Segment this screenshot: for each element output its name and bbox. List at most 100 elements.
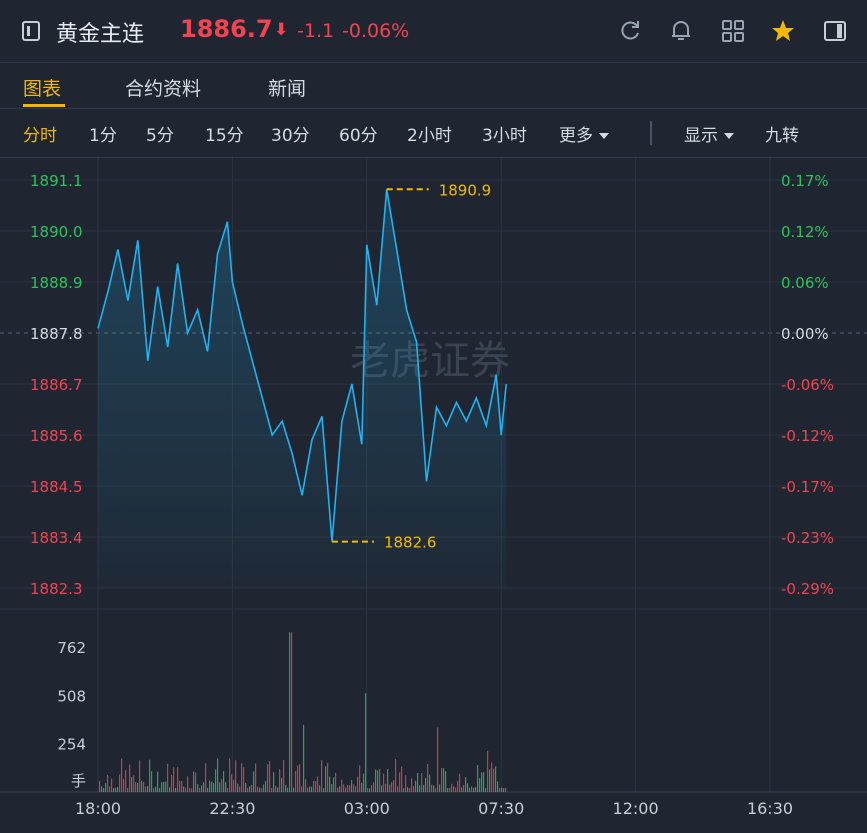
volume-bar [357, 776, 359, 792]
star-icon[interactable] [770, 18, 796, 44]
volume-bar [135, 782, 137, 792]
volume-bar [361, 782, 363, 792]
volume-bar [113, 788, 115, 792]
tab-news[interactable]: 新闻 [268, 78, 307, 100]
price-axis-label: 1890.0 [30, 223, 83, 241]
volume-bar [473, 787, 475, 792]
time-axis-label: 22:30 [209, 799, 255, 818]
volume-bar [223, 771, 225, 792]
volume-bar [333, 777, 335, 792]
volume-bar [375, 769, 377, 792]
price-axis-label: 1891.1 [30, 172, 83, 190]
volume-bar [303, 724, 305, 792]
volume-bar [117, 787, 119, 792]
volume-bar [225, 782, 227, 792]
percent-axis-label: 0.17% [781, 172, 829, 190]
volume-bar [231, 774, 233, 792]
chevron-down-icon [599, 133, 609, 139]
volume-bar [327, 762, 329, 792]
volume-bar [205, 763, 207, 792]
intraday-chart[interactable]: 老虎证券 1891.1 0.17%1890.0 0.12%1888.9 0.06%18… [0, 156, 867, 833]
volume-bar [475, 787, 477, 792]
volume-bar [471, 786, 473, 792]
volume-bar [401, 766, 403, 792]
down-arrow-icon: ⬇ [274, 20, 289, 40]
price-axis-label: 1888.9 [30, 274, 83, 292]
volume-bar [129, 764, 131, 792]
period-more-label: 更多 [559, 126, 593, 146]
period-intraday[interactable]: 分时 [23, 126, 57, 146]
volume-axis-label: 762 [57, 639, 86, 657]
volume-bar [151, 771, 153, 792]
percent-axis-label: -0.06% [781, 376, 834, 394]
volume-bar [503, 788, 505, 792]
volume-bar [163, 781, 165, 792]
volume-bar [483, 772, 485, 792]
volume-bar [269, 760, 271, 792]
time-axis-label: 12:00 [613, 799, 659, 818]
volume-bar [311, 786, 313, 792]
period-5min[interactable]: 5分 [146, 126, 174, 146]
volume-bar [323, 788, 325, 792]
volume-bar [211, 781, 213, 792]
period-1min[interactable]: 1分 [89, 126, 117, 146]
volume-bar [291, 632, 293, 792]
volume-bar [369, 788, 371, 792]
chevron-down-icon [724, 133, 734, 139]
period-30min[interactable]: 30分 [271, 126, 310, 146]
price-axis-label: 1886.7 [30, 376, 83, 394]
volume-bar [103, 788, 105, 792]
price-area [98, 189, 507, 589]
volume-bar [137, 783, 139, 792]
volume-bar [437, 727, 439, 792]
volume-bar [381, 785, 383, 792]
grid-icon[interactable] [720, 18, 746, 44]
sidebar-icon[interactable] [822, 18, 848, 44]
volume-bar [273, 772, 275, 792]
volume-bar [337, 787, 339, 792]
bell-icon[interactable] [668, 18, 694, 44]
volume-bar [285, 784, 287, 792]
tab-chart[interactable]: 图表 [23, 78, 62, 100]
refresh-icon[interactable] [617, 18, 643, 44]
volume-bar [413, 786, 415, 792]
price-axis-label: 1883.4 [30, 529, 83, 547]
volume-bar [141, 780, 143, 792]
volume-bar [461, 787, 463, 792]
volume-bar [385, 783, 387, 792]
back-icon[interactable] [22, 21, 40, 41]
period-more-dropdown[interactable]: 更多 [559, 121, 609, 146]
volume-bar [443, 768, 445, 792]
volume-bar [477, 765, 479, 792]
period-2h[interactable]: 2小时 [407, 126, 452, 146]
volume-bar [109, 786, 111, 792]
volume-bar [347, 784, 349, 792]
period-15min[interactable]: 15分 [205, 126, 244, 146]
volume-bar [159, 788, 161, 792]
display-dropdown[interactable]: 显示 [684, 121, 734, 146]
volume-bar [301, 786, 303, 792]
tab-contract-info[interactable]: 合约资料 [125, 78, 202, 100]
nine-turn-toggle[interactable]: 九转 [765, 126, 799, 146]
volume-bar [351, 780, 353, 792]
volume-bar [469, 787, 471, 792]
percent-axis-label: 0.06% [781, 274, 829, 292]
volume-bar [181, 780, 183, 792]
volume-axis-label: 508 [57, 687, 86, 705]
volume-bar [467, 783, 469, 792]
period-60min[interactable]: 60分 [339, 126, 378, 146]
volume-bar [457, 780, 459, 792]
volume-bar [99, 780, 101, 792]
last-price: 1886.7 [180, 15, 273, 43]
percent-axis-label: 0.00% [781, 325, 829, 343]
volume-bar [313, 780, 315, 792]
volume-bar [317, 776, 319, 792]
period-3h[interactable]: 3小时 [482, 126, 527, 146]
volume-bar [481, 772, 483, 792]
volume-bar [237, 783, 239, 792]
volume-bar [439, 784, 441, 792]
volume-bar [389, 784, 391, 792]
volume-bar [315, 780, 317, 792]
time-axis-label: 16:30 [747, 799, 793, 818]
volume-bar [455, 787, 457, 792]
